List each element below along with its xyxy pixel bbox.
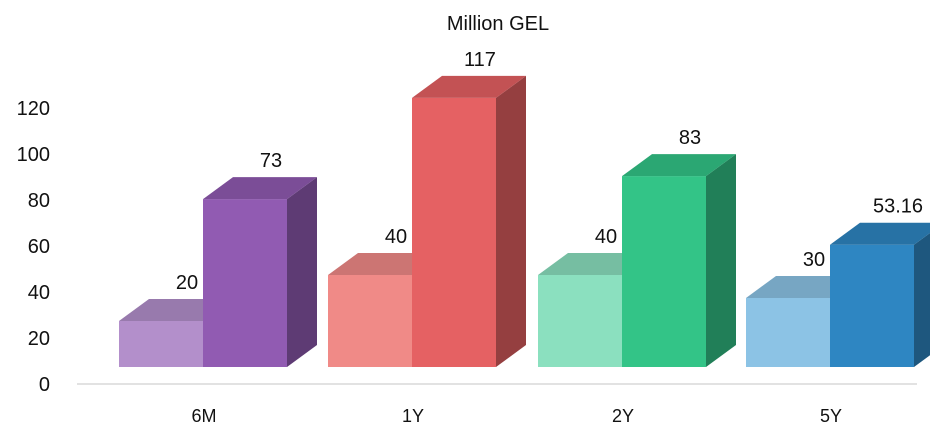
bar-front-face (830, 244, 914, 367)
bar-front-face (203, 199, 287, 367)
y-tick-label: 120 (17, 98, 50, 120)
bar-group-1y: 40 117 (328, 49, 526, 368)
bar-1y-series-2: 117 (412, 49, 526, 368)
x-tick-label: 2Y (612, 406, 634, 426)
bar-value-label: 83 (679, 127, 701, 149)
bar-front-face (746, 298, 830, 367)
y-tick-label: 60 (28, 236, 50, 258)
bar-value-label: 30 (803, 249, 825, 271)
bar-front-face (328, 275, 412, 367)
x-tick-label: 5Y (820, 406, 842, 426)
bar-value-label: 73 (260, 150, 282, 172)
x-axis: 6M 1Y 2Y 5Y (191, 406, 842, 426)
bar-top-face (203, 177, 317, 200)
bar-value-label: 40 (595, 226, 617, 248)
bar-front-face (412, 97, 496, 368)
bar-group-5y: 30 53.16 (746, 196, 930, 367)
y-tick-label: 0 (39, 374, 50, 396)
bar-side-face (496, 75, 526, 368)
bar-top-face (622, 154, 736, 177)
y-tick-label: 40 (28, 282, 50, 304)
bar-side-face (706, 154, 736, 367)
bar-2y-series-2: 83 (622, 127, 736, 367)
bar-value-label: 20 (176, 272, 198, 294)
bar-value-label: 53.16 (873, 196, 923, 218)
y-tick-label: 100 (17, 144, 50, 166)
bar-side-face (914, 232, 930, 367)
chart-title: Million GEL (447, 13, 549, 35)
bar-side-face (287, 177, 317, 367)
y-tick-label: 80 (28, 190, 50, 212)
bar-front-face (119, 321, 203, 367)
bar-group-2y: 40 83 (538, 127, 736, 367)
y-tick-label: 20 (28, 328, 50, 350)
bar-6m-series-2: 73 (203, 150, 317, 367)
y-axis: 0 20 40 60 80 100 120 (17, 98, 50, 396)
bar-top-face (830, 222, 930, 245)
bar-value-label: 117 (464, 49, 496, 71)
bar-5y-series-2: 53.16 (830, 196, 930, 367)
x-tick-label: 6M (191, 406, 216, 426)
bar-front-face (538, 275, 622, 367)
bar-value-label: 40 (385, 226, 407, 248)
x-tick-label: 1Y (402, 406, 424, 426)
bar-top-face (412, 75, 526, 98)
bar-front-face (622, 176, 706, 367)
